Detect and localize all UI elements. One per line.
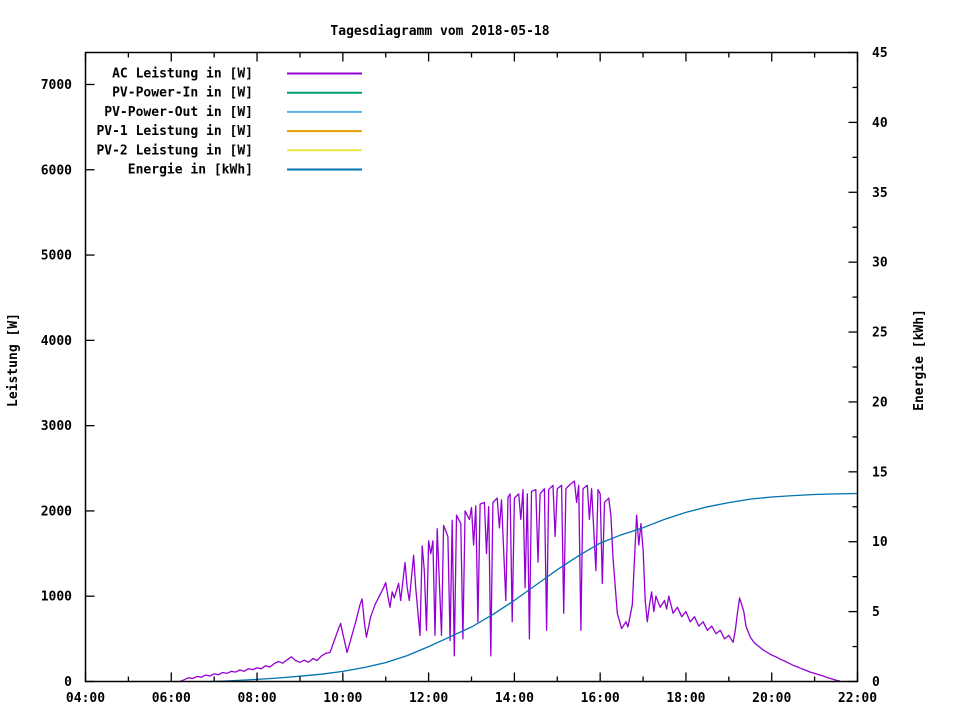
plot-border <box>84 51 859 683</box>
legend-entry: Energie in [kWh] <box>128 163 362 178</box>
y2-tick-label: 10 <box>872 535 888 550</box>
y-tick-label: 1000 <box>41 590 72 605</box>
y2-tick-label: 40 <box>872 116 888 131</box>
y2-axis-title: Energie [kWh] <box>912 309 927 411</box>
y-tick-label: 5000 <box>41 249 72 264</box>
legend-label: Energie in [kWh] <box>128 163 253 178</box>
x-tick-label: 10:00 <box>323 691 362 706</box>
ticks-group: 04:00 06:00 08:00 10:00 12:00 14:00 16:00 18:00… <box>41 46 888 706</box>
y-tick-label: 2000 <box>41 504 72 519</box>
y-axis-title: Leistung [W] <box>6 313 21 407</box>
y-tick-label: 7000 <box>41 78 72 93</box>
y2-tick-label: 20 <box>872 395 888 410</box>
y-tick-label: 0 <box>64 675 72 690</box>
legend-entry: AC Leistung in [W] <box>112 67 362 82</box>
chart-title: Tagesdiagramm vom 2018-05-18 <box>330 24 549 39</box>
x-tick-label: 12:00 <box>409 691 448 706</box>
legend-entry: PV-Power-In in [W] <box>112 86 362 101</box>
legend-entry: PV-1 Leistung in [W] <box>96 124 362 139</box>
y2-tick-label: 5 <box>872 605 880 620</box>
legend-entry: PV-Power-Out in [W] <box>104 105 362 120</box>
legend-label: PV-1 Leistung in [W] <box>96 124 253 139</box>
series-line-5 <box>209 492 858 683</box>
y-tick-label: 4000 <box>41 334 72 349</box>
x-tick-label: 22:00 <box>838 691 877 706</box>
legend-label: PV-2 Leistung in [W] <box>96 143 253 158</box>
y-tick-label: 3000 <box>41 419 72 434</box>
legend-entry: PV-2 Leistung in [W] <box>96 143 362 158</box>
legend-label: PV-Power-Out in [W] <box>104 105 253 120</box>
y2-tick-label: 45 <box>872 46 888 61</box>
legend-group: AC Leistung in [W] PV-Power-In in [W] PV-P… <box>96 67 362 178</box>
x-tick-label: 14:00 <box>495 691 534 706</box>
y2-tick-label: 35 <box>872 186 888 201</box>
y2-tick-label: 25 <box>872 326 888 341</box>
legend-label: AC Leistung in [W] <box>112 67 253 82</box>
x-tick-label: 16:00 <box>581 691 620 706</box>
y-tick-label: 6000 <box>41 163 72 178</box>
series-group <box>179 480 858 683</box>
legend-label: PV-Power-In in [W] <box>112 86 253 101</box>
x-tick-label: 20:00 <box>752 691 791 706</box>
y2-tick-label: 0 <box>872 675 880 690</box>
x-tick-label: 06:00 <box>152 691 191 706</box>
x-tick-label: 08:00 <box>237 691 276 706</box>
y2-tick-label: 30 <box>872 256 888 271</box>
x-tick-label: 04:00 <box>66 691 105 706</box>
series-line-0 <box>179 480 841 683</box>
y2-tick-label: 15 <box>872 465 888 480</box>
x-tick-label: 18:00 <box>666 691 705 706</box>
